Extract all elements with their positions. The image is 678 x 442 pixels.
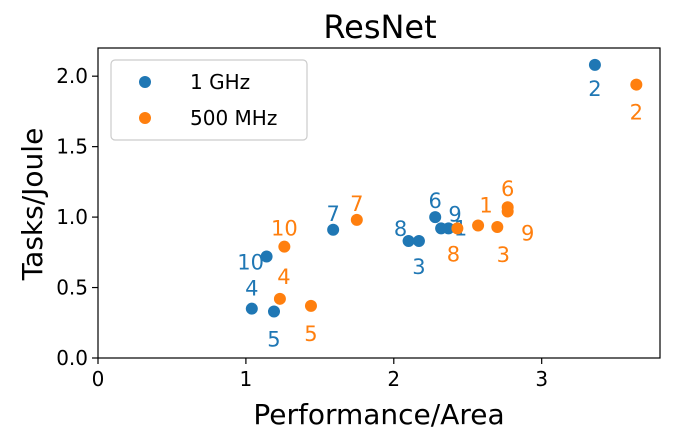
data-point-label: 8 — [394, 217, 407, 241]
data-point — [451, 222, 464, 235]
data-point-label: 9 — [448, 202, 461, 226]
data-point-label: 4 — [245, 277, 258, 301]
x-tick-label: 3 — [535, 367, 548, 391]
chart-title: ResNet — [323, 8, 436, 46]
data-point-label: 3 — [412, 255, 425, 279]
y-tick-label: 0.0 — [56, 346, 88, 370]
data-point-label: 2 — [588, 77, 601, 101]
data-point — [588, 58, 601, 71]
legend: 1 GHz 500 MHz — [110, 59, 308, 141]
plot-area — [97, 47, 661, 359]
x-tick-label: 0 — [92, 367, 105, 391]
data-point-label: 7 — [326, 202, 339, 226]
data-point — [273, 292, 286, 305]
legend-entry-label: 1 GHz — [190, 70, 250, 94]
data-point-label: 1 — [479, 194, 492, 218]
data-point — [501, 205, 514, 218]
plot-frame — [97, 47, 661, 359]
data-point — [472, 219, 485, 232]
data-point — [350, 213, 363, 226]
x-tick-label: 1 — [240, 367, 253, 391]
x-tick-label: 2 — [387, 367, 400, 391]
data-point-label: 5 — [304, 322, 317, 346]
y-tick-label: 0.5 — [56, 276, 88, 300]
data-point-label: 6 — [501, 177, 514, 201]
data-point-label: 7 — [350, 192, 363, 216]
data-points: 1234567891012345678910 — [237, 58, 643, 352]
data-point-label: 3 — [497, 243, 510, 267]
data-point — [245, 302, 258, 315]
data-point — [402, 235, 415, 248]
y-axis-label: Tasks/Joule — [16, 128, 49, 282]
data-point-label: 10 — [271, 217, 298, 241]
data-point — [260, 250, 273, 263]
data-point-label: 6 — [429, 189, 442, 213]
data-point-label: 4 — [277, 265, 290, 289]
data-point — [278, 240, 291, 253]
data-point-label: 10 — [237, 251, 264, 275]
y-tick-label: 2.0 — [56, 64, 88, 88]
data-point-label: 8 — [447, 242, 460, 266]
legend-marker — [139, 76, 151, 88]
data-point-label: 9 — [521, 221, 534, 245]
data-point — [267, 305, 280, 318]
data-point-label: 2 — [630, 101, 643, 125]
legend-entry-label: 500 MHz — [190, 106, 277, 130]
data-point — [327, 223, 340, 236]
x-axis: 0 1 2 3 — [92, 358, 548, 391]
data-point-label: 5 — [267, 328, 280, 352]
data-point — [630, 78, 643, 91]
legend-box — [110, 59, 308, 141]
y-axis: 0.0 0.5 1.0 1.5 2.0 — [56, 64, 98, 370]
data-point — [304, 299, 317, 312]
x-axis-label: Performance/Area — [253, 398, 504, 431]
legend-marker — [139, 112, 151, 124]
data-point — [435, 222, 448, 235]
data-point — [491, 220, 504, 233]
y-tick-label: 1.0 — [56, 205, 88, 229]
data-point — [412, 235, 425, 248]
data-point — [429, 211, 442, 224]
y-tick-label: 1.5 — [56, 135, 88, 159]
